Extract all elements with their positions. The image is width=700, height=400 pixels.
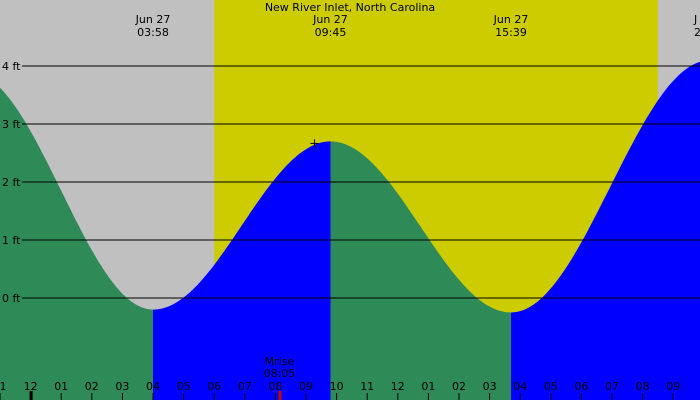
moonrise-label: Mrise — [265, 355, 295, 368]
hour-tick-label: 04 — [146, 380, 160, 393]
hour-tick-label: 09 — [666, 380, 680, 393]
hour-tick-label: 01 — [421, 380, 435, 393]
midnight-marker — [29, 391, 33, 400]
y-tick-label: 1 ft — [2, 234, 21, 247]
y-tick-label: 3 ft — [2, 118, 21, 131]
y-tick-label: 2 ft — [2, 176, 21, 189]
moonrise-tick — [278, 391, 282, 400]
extreme-time-label: 03:58 — [137, 26, 169, 39]
extreme-time-label: 09:45 — [315, 26, 347, 39]
tide-areas — [0, 61, 700, 400]
hour-tick-label: 01 — [54, 380, 68, 393]
extreme-time-label: 2 — [694, 26, 700, 39]
extreme-date-label: J — [693, 13, 697, 26]
hour-tick-label: 12 — [24, 380, 38, 393]
hour-tick-label: 07 — [238, 380, 252, 393]
hour-tick-label: 06 — [207, 380, 221, 393]
x-axis: 1 12 01 02 03 04 05 06 07 08 09 10 11 12 01 02 03 04 05 06 0… — [0, 380, 680, 400]
falling-tide-area — [330, 141, 511, 400]
extreme-date-label: Jun 27 — [493, 13, 529, 26]
hour-tick-label: 02 — [452, 380, 466, 393]
hour-tick-label: 05 — [177, 380, 191, 393]
hour-tick-label: 08 — [636, 380, 650, 393]
hour-tick-label: 05 — [544, 380, 558, 393]
rising-tide-area — [153, 141, 331, 400]
hour-tick-label: 11 — [360, 380, 374, 393]
extreme-date-label: Jun 27 — [135, 13, 171, 26]
hour-tick-label: 06 — [574, 380, 588, 393]
hour-tick-label: 04 — [513, 380, 527, 393]
y-axis-labels: 0 ft 1 ft 2 ft 3 ft 4 ft — [2, 60, 21, 305]
hour-tick-label: 09 — [299, 380, 313, 393]
extreme-date-label: Jun 27 — [312, 13, 348, 26]
falling-tide-area — [0, 87, 153, 400]
hour-tick-label: 12 — [391, 380, 405, 393]
extreme-time-label: 15:39 — [495, 26, 527, 39]
hour-tick-label: 1 — [0, 380, 7, 393]
y-tick-label: 4 ft — [2, 60, 21, 73]
y-tick-label: 0 ft — [2, 292, 21, 305]
hour-tick-label: 03 — [115, 380, 129, 393]
rising-tide-area — [511, 61, 700, 400]
hour-tick-label: 03 — [483, 380, 497, 393]
hour-tick-label: 02 — [85, 380, 99, 393]
hour-tick-label: 08 — [268, 380, 282, 393]
hour-tick-label: 10 — [330, 380, 344, 393]
moonrise-time: 08:05 — [264, 367, 296, 380]
chart-title: New River Inlet, North Carolina — [265, 1, 435, 14]
gridlines — [22, 65, 700, 299]
hour-tick-label: 07 — [605, 380, 619, 393]
